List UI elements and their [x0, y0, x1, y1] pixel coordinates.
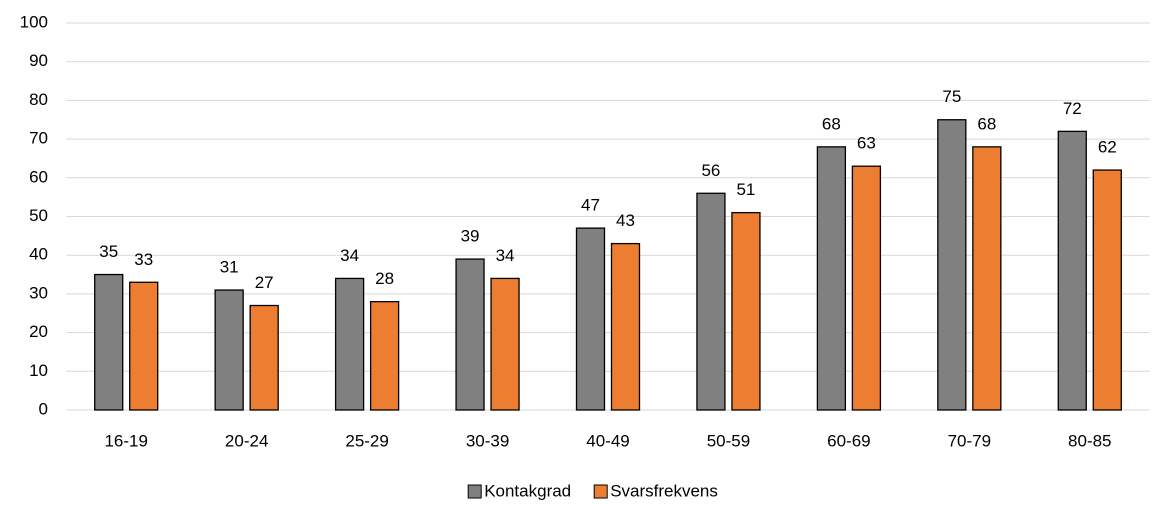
bar [1057, 130, 1087, 411]
data-label: 72 [1063, 99, 1082, 118]
legend-swatch [467, 484, 482, 499]
data-label: 35 [99, 242, 118, 261]
data-label: 68 [822, 114, 841, 133]
data-label: 63 [857, 134, 876, 153]
bar [851, 165, 882, 411]
data-label: 39 [461, 227, 480, 246]
bar [731, 211, 761, 411]
y-tick-label: 10 [29, 361, 48, 380]
bar [334, 277, 365, 411]
x-tick-label: 20-24 [225, 431, 268, 450]
x-tick-label: 25-29 [345, 431, 388, 450]
x-tick-label: 80-85 [1068, 431, 1111, 450]
data-label: 51 [736, 180, 755, 199]
data-label: 68 [977, 114, 996, 133]
bar [610, 242, 641, 411]
data-label: 75 [942, 87, 961, 106]
y-tick-label: 60 [29, 167, 48, 186]
bar [937, 119, 967, 411]
y-tick-label: 40 [29, 245, 48, 264]
y-tick-label: 100 [20, 12, 48, 31]
legend-label: Svarsfrekvens [610, 481, 718, 500]
bar [1092, 169, 1122, 411]
bar [455, 258, 485, 411]
bar [129, 281, 159, 411]
x-tick-label: 30-39 [466, 431, 509, 450]
data-label: 28 [375, 269, 394, 288]
legend-label: Kontakgrad [484, 481, 571, 500]
x-tick-label: 50-59 [707, 431, 750, 450]
y-tick-label: 80 [29, 90, 48, 109]
data-label: 33 [134, 250, 153, 269]
x-tick-label: 16-19 [104, 431, 147, 450]
data-label: 56 [701, 161, 720, 180]
y-tick-label: 50 [29, 206, 48, 225]
data-label: 31 [220, 258, 239, 277]
data-label: 43 [616, 211, 635, 230]
x-tick-label: 70-79 [948, 431, 991, 450]
data-label: 62 [1098, 138, 1117, 157]
legend-swatch [593, 484, 608, 499]
y-tick-label: 30 [29, 283, 48, 302]
bar [816, 146, 847, 411]
bar [94, 273, 124, 411]
bar [575, 227, 606, 411]
bar [369, 300, 400, 411]
data-label: 47 [581, 196, 600, 215]
y-tick-label: 90 [29, 51, 48, 70]
bar [249, 304, 279, 411]
y-tick-label: 70 [29, 129, 48, 148]
bar [696, 192, 726, 411]
bar [490, 277, 520, 411]
y-tick-label: 20 [29, 322, 48, 341]
bar [972, 146, 1002, 411]
data-label: 27 [255, 273, 274, 292]
x-tick-label: 60-69 [827, 431, 870, 450]
x-tick-label: 40-49 [586, 431, 629, 450]
data-label: 34 [496, 246, 515, 265]
y-tick-label: 0 [39, 399, 48, 418]
bar [214, 289, 244, 411]
data-label: 34 [340, 246, 359, 265]
